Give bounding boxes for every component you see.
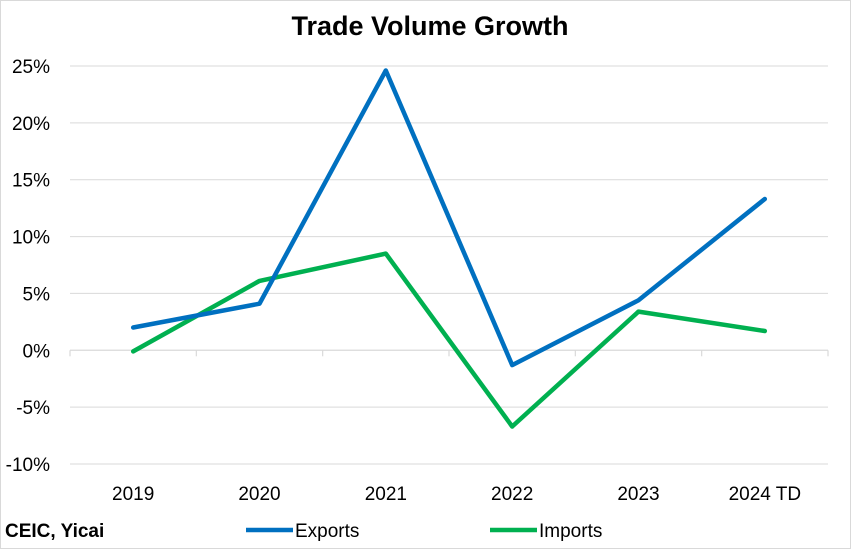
y-tick-label: 20% <box>12 114 50 135</box>
x-tick-label: 2022 <box>491 484 533 505</box>
series-line-imports <box>130 251 768 429</box>
x-tick-label: 2020 <box>238 484 280 505</box>
y-tick-label: 10% <box>12 228 50 249</box>
legend-label-exports: Exports <box>295 521 359 542</box>
source-note: CEIC, Yicai <box>5 521 104 542</box>
x-tick-label: 2021 <box>365 484 407 505</box>
legend-label-imports: Imports <box>539 521 602 542</box>
legend: Exports Imports <box>246 521 602 542</box>
series-line-exports <box>130 68 768 368</box>
y-tick-label: 25% <box>12 57 50 78</box>
axes: 25% 20% 15% 10% 5% 0% -5% -10% 2019 2020 2021 2022 2… <box>6 57 829 505</box>
gridlines <box>70 65 828 465</box>
series-lines <box>130 68 768 429</box>
y-tick-label: 5% <box>23 284 51 305</box>
x-tick-label: 2024 TD <box>729 484 802 505</box>
chart-title: Trade Volume Growth <box>291 11 568 41</box>
x-tick-label: 2023 <box>617 484 659 505</box>
y-tick-label: 15% <box>12 171 50 192</box>
y-tick-label: -5% <box>16 398 50 419</box>
x-tick-label: 2019 <box>112 484 154 505</box>
y-tick-label: -10% <box>6 455 50 476</box>
y-tick-label: 0% <box>23 341 51 362</box>
